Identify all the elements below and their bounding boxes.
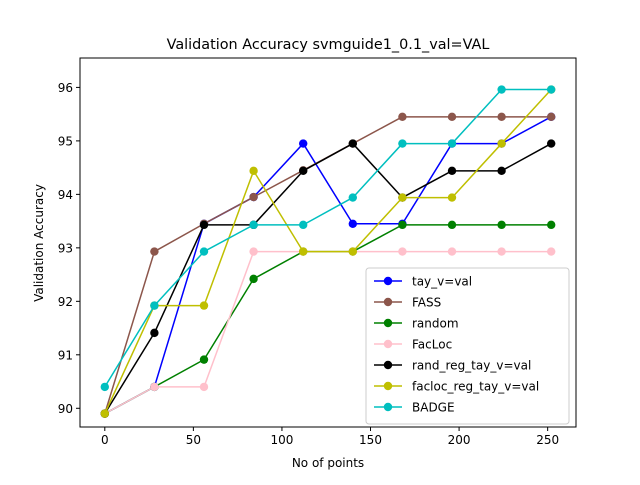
data-point bbox=[249, 166, 258, 176]
data-point bbox=[348, 139, 357, 148]
data-point bbox=[199, 220, 209, 230]
data-point bbox=[497, 247, 506, 256]
data-point bbox=[348, 219, 357, 228]
series-line bbox=[104, 88, 552, 388]
data-point bbox=[497, 85, 506, 94]
data-point bbox=[249, 274, 258, 284]
x-axis-label: No of points bbox=[292, 456, 364, 470]
y-axis: 90 91 92 93 94 95 96 bbox=[58, 81, 80, 416]
y-tick-label: 93 bbox=[58, 241, 73, 255]
y-tick-label: 92 bbox=[58, 295, 73, 309]
legend-swatch-marker bbox=[383, 318, 393, 328]
legend-swatch-marker bbox=[383, 360, 393, 370]
x-tick-label: 0 bbox=[101, 433, 109, 447]
x-tick-label: 150 bbox=[359, 433, 382, 447]
data-point bbox=[547, 247, 556, 256]
data-point bbox=[497, 139, 506, 148]
data-point bbox=[398, 139, 407, 148]
data-point bbox=[199, 301, 209, 310]
data-point bbox=[348, 193, 357, 202]
legend-label: tay_v=val bbox=[412, 275, 472, 289]
data-point bbox=[249, 220, 258, 230]
data-point bbox=[150, 301, 159, 310]
x-tick-label: 250 bbox=[536, 433, 559, 447]
data-point bbox=[497, 112, 506, 122]
legend-label: rand_reg_tay_v=val bbox=[412, 359, 531, 373]
legend-item: random bbox=[374, 317, 459, 331]
legend-label: FacLoc bbox=[412, 338, 452, 352]
data-point bbox=[299, 139, 308, 148]
data-point bbox=[100, 409, 110, 418]
data-point bbox=[547, 139, 556, 148]
data-point bbox=[447, 247, 457, 256]
legend-item: FASS bbox=[374, 296, 441, 310]
series-line bbox=[104, 89, 552, 414]
y-tick-label: 96 bbox=[58, 81, 73, 95]
legend-label: random bbox=[412, 317, 459, 331]
data-point bbox=[497, 220, 506, 230]
data-point bbox=[199, 355, 209, 364]
legend-item: rand_reg_tay_v=val bbox=[374, 359, 531, 373]
y-axis-label: Validation Accuracy bbox=[32, 184, 46, 302]
legend-item: FacLoc bbox=[374, 338, 452, 352]
legend-box bbox=[365, 267, 570, 425]
legend-swatch-marker bbox=[383, 402, 393, 412]
chart-title: Validation Accuracy svmguide1_0.1_val=VA… bbox=[167, 37, 490, 53]
data-point bbox=[547, 220, 556, 230]
y-tick-label: 90 bbox=[58, 402, 73, 416]
data-point bbox=[398, 220, 407, 230]
data-point bbox=[299, 220, 308, 230]
data-point bbox=[348, 247, 357, 256]
plot-frame bbox=[79, 57, 577, 428]
data-point bbox=[547, 85, 556, 94]
data-point bbox=[150, 382, 159, 392]
series-BADGE bbox=[100, 85, 556, 392]
data-point bbox=[100, 382, 110, 392]
data-point bbox=[398, 112, 407, 122]
data-point bbox=[447, 166, 457, 176]
legend-item: BADGE bbox=[374, 401, 455, 415]
data-point bbox=[299, 247, 308, 256]
data-point bbox=[447, 220, 457, 230]
x-tick-label: 200 bbox=[448, 433, 471, 447]
x-tick-label: 50 bbox=[186, 433, 201, 447]
legend-item: tay_v=val bbox=[374, 275, 472, 289]
data-point bbox=[398, 193, 407, 202]
legend-swatch-marker bbox=[383, 276, 393, 286]
y-tick-label: 94 bbox=[58, 188, 73, 202]
data-point bbox=[447, 193, 457, 202]
data-point bbox=[447, 139, 457, 148]
data-point bbox=[150, 247, 159, 256]
data-point bbox=[398, 247, 407, 256]
legend-swatch-marker bbox=[383, 297, 393, 307]
x-axis: 0 50 100 150 200 250 bbox=[101, 427, 559, 447]
legend-label: FASS bbox=[412, 296, 441, 310]
data-point bbox=[249, 192, 258, 202]
data-point bbox=[299, 166, 308, 176]
data-point bbox=[447, 112, 457, 122]
data-point bbox=[199, 247, 209, 256]
x-tick-label: 100 bbox=[270, 433, 293, 447]
legend-item: facloc_reg_tay_v=val bbox=[374, 380, 539, 394]
legend-swatch-marker bbox=[383, 381, 393, 391]
legend: tay_v=val FASS random FacLoc rand_reg_tay_v=… bbox=[365, 267, 570, 425]
data-point bbox=[150, 328, 159, 338]
y-tick-label: 91 bbox=[58, 348, 73, 362]
legend-swatch-marker bbox=[383, 339, 393, 349]
data-point bbox=[497, 166, 506, 176]
data-point bbox=[199, 382, 209, 392]
data-point bbox=[249, 247, 258, 256]
data-point bbox=[547, 112, 556, 122]
y-tick-label: 95 bbox=[58, 134, 73, 148]
legend-label: BADGE bbox=[412, 401, 455, 415]
legend-label: facloc_reg_tay_v=val bbox=[412, 380, 539, 394]
